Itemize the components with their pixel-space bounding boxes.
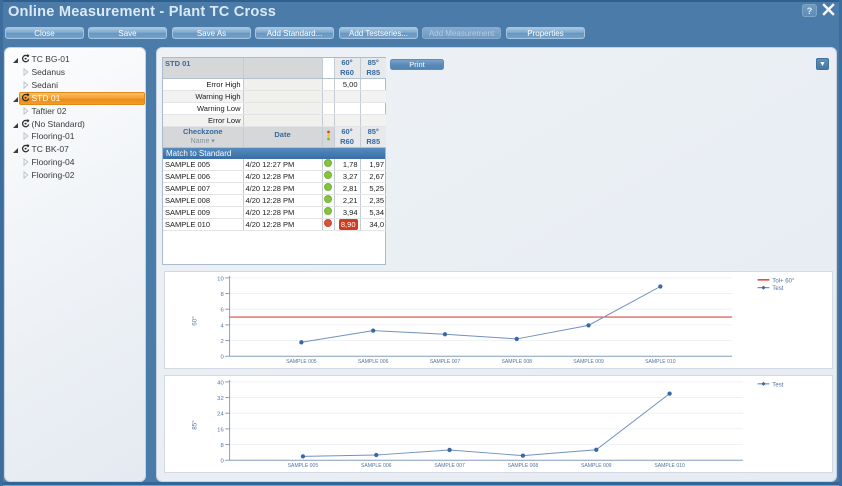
svg-text:40: 40: [217, 380, 224, 386]
svg-text:SAMPLE 007: SAMPLE 007: [430, 359, 461, 365]
svg-text:Tol+ 60°: Tol+ 60°: [772, 278, 795, 284]
svg-text:Test: Test: [772, 382, 783, 388]
svg-text:SAMPLE 008: SAMPLE 008: [502, 359, 533, 365]
svg-text:8: 8: [220, 443, 223, 449]
svg-text:SAMPLE 009: SAMPLE 009: [573, 359, 604, 365]
svg-text:SAMPLE 006: SAMPLE 006: [358, 359, 389, 365]
svg-text:SAMPLE 005: SAMPLE 005: [288, 463, 319, 469]
svg-text:SAMPLE 006: SAMPLE 006: [361, 463, 392, 469]
svg-text:85°: 85°: [190, 420, 198, 430]
svg-text:16: 16: [217, 427, 224, 433]
svg-text:SAMPLE 005: SAMPLE 005: [286, 359, 317, 365]
svg-text:SAMPLE 008: SAMPLE 008: [508, 463, 539, 469]
svg-text:32: 32: [217, 396, 224, 402]
svg-text:4: 4: [220, 323, 224, 329]
svg-text:0: 0: [220, 459, 224, 465]
svg-text:6: 6: [220, 308, 223, 314]
svg-text:Test: Test: [772, 286, 783, 292]
svg-text:24: 24: [217, 412, 224, 418]
svg-text:2: 2: [220, 339, 223, 345]
svg-text:SAMPLE 009: SAMPLE 009: [581, 463, 612, 469]
svg-text:0: 0: [220, 355, 224, 361]
svg-text:SAMPLE 007: SAMPLE 007: [434, 463, 465, 469]
svg-text:60°: 60°: [190, 316, 198, 326]
svg-text:SAMPLE 010: SAMPLE 010: [645, 359, 676, 365]
svg-text:8: 8: [220, 292, 223, 298]
svg-text:10: 10: [217, 276, 224, 282]
svg-text:SAMPLE 010: SAMPLE 010: [654, 463, 685, 469]
